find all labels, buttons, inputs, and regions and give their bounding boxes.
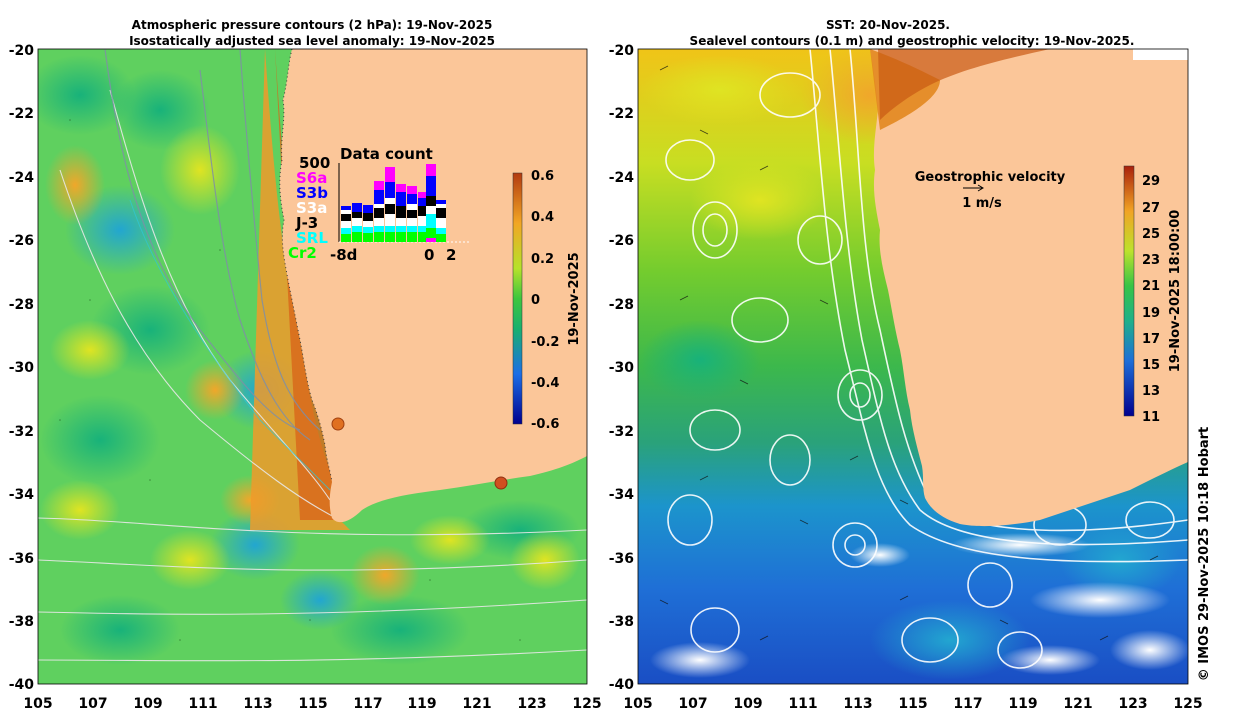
left-colorbar-label: 19-Nov-2025 <box>567 252 582 345</box>
x-tick: 125 <box>572 696 601 712</box>
x-tick: 113 <box>843 696 872 712</box>
y-tick: -38 <box>9 614 34 630</box>
colorbar-tick: 0.6 <box>531 169 554 184</box>
right-title-line1: SST: 20-Nov-2025. <box>826 18 950 32</box>
left-x-axis: 105 107 109 111 113 115 117 119 121 123 … <box>23 696 601 712</box>
x-tick: 107 <box>678 696 707 712</box>
colorbar-tick: 23 <box>1142 253 1160 268</box>
right-colorbar: 29 27 25 23 21 19 17 15 13 11 19-Nov-202… <box>1123 165 1183 425</box>
x-tick: 109 <box>133 696 162 712</box>
colorbar-tick: 0.2 <box>531 252 554 267</box>
x-tick: 121 <box>462 696 491 712</box>
data-count-x-start: -8d <box>330 246 357 264</box>
colorbar-tick: -0.6 <box>531 417 559 432</box>
data-count-x-end: 2 <box>446 246 456 264</box>
mission-s3a: S3a <box>296 199 327 217</box>
colorbar-tick: 15 <box>1142 358 1160 373</box>
data-count-x-zero: 0 <box>424 246 434 264</box>
y-tick: -28 <box>9 297 34 313</box>
colorbar-tick: 19 <box>1142 306 1160 321</box>
left-sea-level-field <box>38 49 587 684</box>
y-tick: -22 <box>9 106 34 122</box>
x-tick: 105 <box>23 696 52 712</box>
right-sst-field <box>638 49 1188 684</box>
colorbar-tick: -0.2 <box>531 335 559 350</box>
x-tick: 109 <box>733 696 762 712</box>
colorbar-tick: 25 <box>1142 227 1160 242</box>
data-count-inset: Data count 500 S6a S3b S3a J-3 SRL Cr2 <box>288 145 470 264</box>
left-title-line1: Atmospheric pressure contours (2 hPa): 1… <box>132 18 493 32</box>
y-tick: -30 <box>609 360 635 376</box>
x-tick: 119 <box>1008 696 1037 712</box>
mission-cr2: Cr2 <box>288 244 317 262</box>
data-count-bars <box>341 164 446 242</box>
y-tick: -38 <box>609 614 634 630</box>
velocity-legend-scale: 1 m/s <box>962 196 1002 211</box>
y-tick: -26 <box>609 233 634 249</box>
colorbar-tick: 11 <box>1142 410 1160 425</box>
x-tick: 107 <box>78 696 107 712</box>
x-tick: 105 <box>623 696 652 712</box>
colorbar-tick: 27 <box>1142 201 1160 216</box>
y-tick: -26 <box>9 233 34 249</box>
y-tick: -24 <box>9 170 35 186</box>
x-tick: 111 <box>188 696 217 712</box>
x-tick: 119 <box>407 696 436 712</box>
y-tick: -40 <box>609 677 635 693</box>
right-map-panel: SST: 20-Nov-2025. Sealevel contours (0.1… <box>609 18 1203 712</box>
right-title-line2: Sealevel contours (0.1 m) and geostrophi… <box>690 34 1135 48</box>
y-tick: -34 <box>9 487 35 503</box>
mission-s6a: S6a <box>296 169 327 187</box>
left-map-panel: Atmospheric pressure contours (2 hPa): 1… <box>9 18 602 712</box>
velocity-legend: Geostrophic velocity 1 m/s <box>915 170 1066 211</box>
y-tick: -20 <box>9 43 35 59</box>
x-tick: 113 <box>243 696 272 712</box>
y-tick: -36 <box>9 551 34 567</box>
y-tick: -36 <box>609 551 634 567</box>
y-tick: -40 <box>9 677 35 693</box>
colorbar-tick: 0 <box>531 293 540 308</box>
x-tick: 111 <box>788 696 817 712</box>
y-tick: -28 <box>609 297 634 313</box>
y-tick: -34 <box>609 487 635 503</box>
colorbar-tick: 29 <box>1142 174 1160 189</box>
y-tick: -22 <box>609 106 634 122</box>
mission-s3b: S3b <box>296 184 328 202</box>
velocity-legend-title: Geostrophic velocity <box>915 170 1066 185</box>
y-tick: -32 <box>9 424 34 440</box>
y-tick: -24 <box>609 170 635 186</box>
x-tick: 125 <box>1173 696 1202 712</box>
x-tick: 123 <box>1118 696 1147 712</box>
colorbar-tick: 0.4 <box>531 210 554 225</box>
colorbar-tick: 17 <box>1142 332 1160 347</box>
right-colorbar-label: 19-Nov-2025 18:00:00 <box>1168 210 1183 373</box>
mission-j3: J-3 <box>295 214 318 232</box>
colorbar-tick: -0.4 <box>531 376 559 391</box>
x-tick: 121 <box>1063 696 1092 712</box>
mission-srl: SRL <box>296 229 328 247</box>
colorbar-tick: 13 <box>1142 384 1160 399</box>
x-tick: 117 <box>953 696 982 712</box>
colorbar-tick: 21 <box>1142 279 1160 294</box>
y-tick: -30 <box>9 360 35 376</box>
y-tick: -20 <box>609 43 635 59</box>
left-title-line2: Isostatically adjusted sea level anomaly… <box>129 34 495 48</box>
left-colorbar: 0.6 0.4 0.2 0 -0.2 -0.4 -0.6 19-Nov-2025 <box>512 169 582 432</box>
x-tick: 117 <box>353 696 382 712</box>
data-count-max: 500 <box>299 154 330 172</box>
y-tick: -32 <box>609 424 634 440</box>
right-x-axis: 105 107 109 111 113 115 117 119 121 123 … <box>623 696 1202 712</box>
x-tick: 115 <box>898 696 927 712</box>
copyright-credit: © IMOS 29-Nov-2025 10:18 Hobart <box>1197 427 1212 682</box>
x-tick: 115 <box>298 696 327 712</box>
x-tick: 123 <box>517 696 546 712</box>
left-y-axis: -20 -22 -24 -26 -28 -30 -32 -34 -36 -38 … <box>9 43 35 693</box>
data-count-title: Data count <box>340 145 433 163</box>
right-y-axis: -20 -22 -24 -26 -28 -30 -32 -34 -36 -38 … <box>609 43 635 693</box>
